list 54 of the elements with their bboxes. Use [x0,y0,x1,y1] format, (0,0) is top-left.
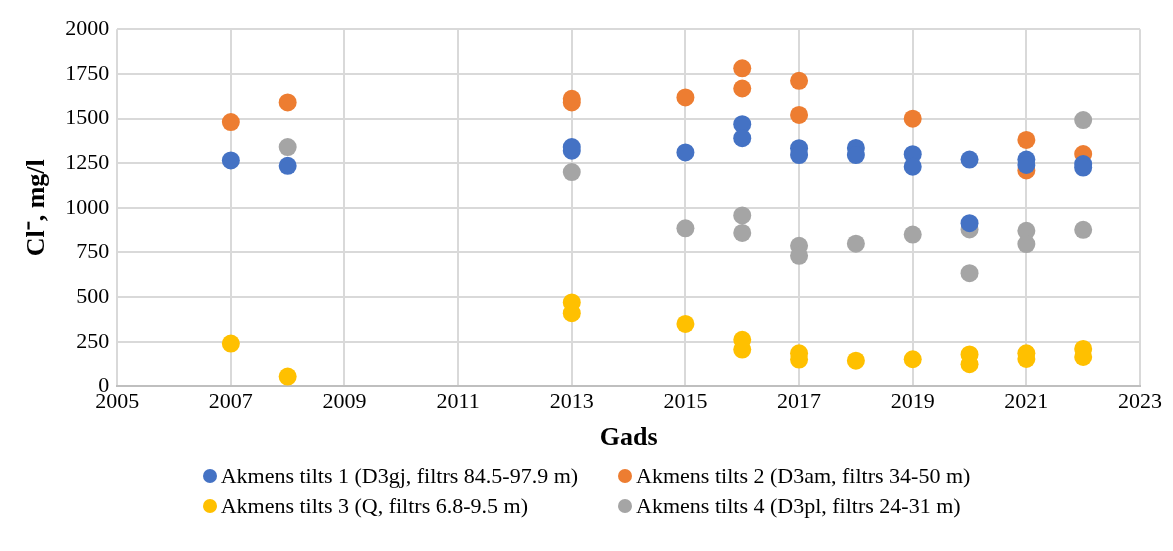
point [733,79,752,98]
point [221,334,240,353]
x-tick-label: 2009 [322,388,367,414]
x-tick-label: 2007 [208,388,253,414]
point [278,367,297,386]
y-tick-label: 1250 [65,148,110,174]
legend-label: Akmens tilts 1 (D3gj, filtrs 84.5-97.9 m) [220,463,579,489]
y-tick-label: 250 [76,327,110,353]
x-tick-label: 2021 [1004,388,1049,414]
x-tick-label: 2023 [1118,388,1162,414]
point [790,105,809,124]
point [676,143,695,162]
y-axis-title: Cl⁻, mg/l [21,159,51,257]
x-tick-label: 2011 [436,388,480,414]
point [790,71,809,90]
point [846,234,865,253]
point [278,156,297,175]
point [733,59,752,78]
x-axis-title: Gads [599,422,658,452]
y-tick-label: 1500 [65,104,110,130]
x-tick-label: 2019 [890,388,935,414]
point [1017,130,1036,149]
point [960,214,979,233]
point [562,163,581,182]
x-tick-label: 2017 [777,388,822,414]
point [733,129,752,148]
y-tick-label: 750 [76,238,110,264]
point [676,219,695,238]
point [733,223,752,242]
y-tick-label: 1000 [65,193,110,219]
point [846,351,865,370]
point [676,314,695,333]
point [960,264,979,283]
point [1017,235,1036,254]
x-tick-label: 2013 [549,388,594,414]
point [278,93,297,112]
point [1074,220,1093,239]
legend-label: Akmens tilts 3 (Q, filtrs 6.8-9.5 m) [220,493,528,519]
point [960,150,979,169]
point [903,225,922,244]
y-tick-label: 2000 [65,14,110,40]
point [903,109,922,128]
legend-label: Akmens tilts 2 (D3am, filtrs 34-50 m) [636,463,971,489]
y-tick-label: 500 [76,282,110,308]
x-tick-label: 2015 [663,388,708,414]
point [278,138,297,157]
point [903,350,922,369]
point [1074,111,1093,130]
y-tick-label: 1750 [65,59,110,85]
point [676,88,695,107]
point [733,206,752,225]
legend-label: Akmens tilts 4 (D3pl, filtrs 24-31 m) [636,493,961,519]
point [221,151,240,170]
point [221,113,240,132]
